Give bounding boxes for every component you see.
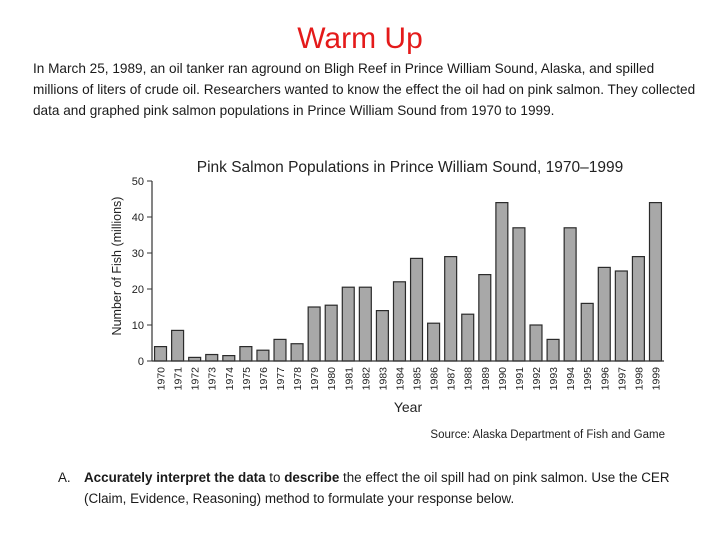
bar-1979: [307, 306, 321, 362]
bar-1989: [478, 273, 492, 362]
page-title: Warm Up: [297, 22, 423, 55]
y-tick-label: 0: [138, 356, 144, 368]
bar-1995: [580, 302, 594, 362]
bar-1976: [256, 349, 270, 362]
bar-1981: [341, 286, 355, 362]
bar-1975: [239, 346, 253, 362]
x-tick-label: 1991: [514, 367, 526, 391]
question-text: Accurately interpret the data to describ…: [84, 467, 703, 509]
x-tick-label: 1995: [582, 367, 594, 391]
x-tick-label: 1998: [633, 367, 645, 391]
x-tick-label: 1979: [309, 367, 321, 391]
x-tick-label: 1992: [531, 367, 543, 391]
question-a: A. Accurately interpret the data to desc…: [58, 467, 703, 509]
bar-1990: [495, 201, 509, 362]
x-tick-label: 1996: [599, 367, 611, 391]
bar-1988: [461, 313, 475, 362]
bar-1997: [614, 270, 628, 362]
bar-1970: [153, 346, 168, 362]
chart-title: Pink Salmon Populations in Prince Willia…: [197, 159, 624, 176]
x-tick-label: 1999: [650, 367, 662, 391]
x-tick-label: 1997: [616, 367, 628, 391]
x-tick-label: 1987: [446, 367, 458, 391]
bar-1980: [324, 304, 338, 362]
bar-1993: [546, 338, 560, 362]
x-tick-label: 1973: [207, 367, 219, 391]
bar-1999: [648, 201, 663, 362]
bar-1991: [512, 227, 526, 362]
x-tick-label: 1981: [343, 367, 355, 391]
intro-paragraph: In March 25, 1989, an oil tanker ran agr…: [33, 61, 696, 118]
y-axis-label: Number of Fish (millions): [110, 197, 124, 336]
y-tick-label: 50: [132, 176, 144, 188]
x-tick-label: 1980: [326, 367, 338, 391]
question-bold-2: describe: [284, 470, 340, 485]
x-tick-label: 1970: [156, 367, 168, 391]
question-letter: A.: [58, 470, 71, 485]
bar-1998: [631, 255, 645, 362]
bar-1985: [409, 257, 424, 362]
question-bold-1: Accurately interpret the data: [84, 470, 266, 485]
x-tick-label: 1985: [412, 367, 424, 391]
x-tick-label: 1988: [463, 367, 475, 391]
bar-1986: [427, 322, 441, 362]
y-tick-label: 30: [132, 248, 144, 260]
y-tick-label: 40: [132, 212, 144, 224]
question-text-2: the effect the oil spill had on pink sal…: [84, 470, 670, 506]
x-tick-label: 1976: [258, 367, 270, 391]
bar-1996: [597, 266, 611, 362]
bar-1983: [375, 310, 389, 362]
bar-1984: [392, 281, 407, 362]
x-tick-label: 1983: [377, 367, 389, 391]
x-tick-label: 1977: [275, 367, 287, 391]
x-tick-label: 1978: [292, 367, 304, 391]
x-tick-label: 1984: [394, 367, 406, 391]
bar-1971: [171, 329, 185, 362]
x-tick-label: 1971: [173, 367, 185, 391]
bar-1973: [205, 353, 219, 362]
x-tick-label: 1990: [497, 367, 509, 391]
x-axis-label: Year: [394, 399, 423, 415]
bar-1982: [358, 286, 372, 362]
x-tick-label: 1982: [360, 367, 372, 391]
x-tick-label: 1994: [565, 367, 577, 391]
x-tick-label: 1986: [429, 367, 441, 391]
x-tick-label: 1975: [241, 367, 253, 391]
y-tick-label: 10: [132, 320, 144, 332]
bar-1994: [563, 227, 577, 362]
bar-1974: [222, 355, 236, 362]
x-tick-label: 1989: [480, 367, 492, 391]
bar-1987: [444, 255, 458, 362]
bar-1978: [290, 343, 304, 362]
bar-1977: [273, 338, 287, 362]
x-tick-label: 1974: [224, 367, 236, 391]
x-tick-label: 1993: [548, 367, 560, 391]
chart-source: Source: Alaska Department of Fish and Ga…: [430, 429, 665, 441]
bar-1992: [529, 324, 543, 362]
x-tick-label: 1972: [190, 367, 202, 391]
y-tick-label: 20: [132, 284, 144, 296]
question-text-1: to: [265, 470, 285, 485]
bar-chart: Pink Salmon Populations in Prince Willia…: [110, 159, 665, 441]
